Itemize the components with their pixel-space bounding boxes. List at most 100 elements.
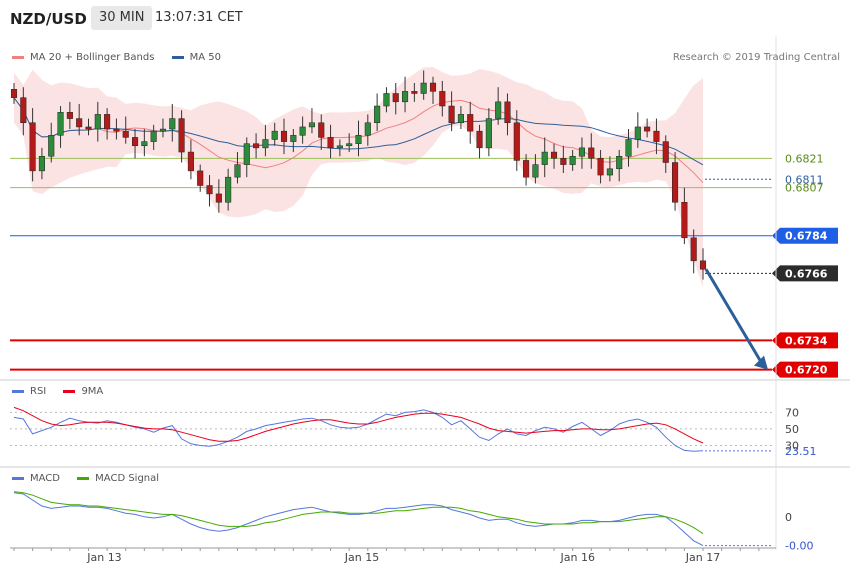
rsi-tick-30: 30 <box>785 439 799 452</box>
timeframe-badge[interactable]: 30 MIN <box>91 6 153 30</box>
candle-body <box>346 143 353 147</box>
legend-swatch <box>12 476 24 480</box>
copyright-label: Research © 2019 Trading Central <box>672 52 840 63</box>
candle-body <box>308 122 315 128</box>
legend-label: MA 50 <box>189 52 221 63</box>
candle-body <box>429 82 437 92</box>
candle-body <box>550 151 558 159</box>
rsi-legend: RSI 9MA <box>12 386 117 397</box>
candle-body <box>504 101 511 124</box>
legend-swatch <box>12 389 24 393</box>
legend-item-rsi: RSI <box>12 386 46 397</box>
candle-body <box>20 97 27 124</box>
candle-body <box>169 118 176 130</box>
legend-swatch <box>12 55 24 59</box>
candle-body <box>597 158 604 176</box>
candle-body <box>271 130 278 140</box>
candle-body <box>355 135 362 144</box>
macd-signal-line <box>13 491 704 535</box>
candle-body <box>523 160 530 178</box>
candle-body <box>560 158 567 165</box>
macd-legend: MACD MACD Signal <box>12 473 173 484</box>
candle-body <box>94 114 101 130</box>
legend-swatch <box>63 389 76 393</box>
rsi-tick-70: 70 <box>785 406 799 419</box>
candle-body <box>299 126 306 136</box>
candle-body <box>672 162 679 203</box>
candle-body <box>225 176 232 203</box>
legend-swatch <box>171 55 184 59</box>
candle-body <box>104 114 111 130</box>
level-label-0.6720: 0.6720 <box>785 364 828 377</box>
candle-body <box>150 130 157 142</box>
candle-body <box>662 141 669 163</box>
candle-body <box>178 118 185 153</box>
candle-body <box>336 145 343 149</box>
rsi-last-value: 23.51 <box>785 445 817 458</box>
candle-body <box>215 193 222 203</box>
legend-label: MACD Signal <box>95 473 160 484</box>
candle-body <box>364 122 371 136</box>
price-legend: MA 20 + Bollinger Bands MA 50 <box>12 52 235 63</box>
candle-body <box>606 168 613 176</box>
candle-body <box>113 128 120 132</box>
candle-body <box>644 126 651 132</box>
candle-body <box>653 130 660 142</box>
candle-body <box>383 93 390 107</box>
legend-label: 9MA <box>81 386 104 397</box>
candle-body <box>197 170 204 186</box>
candle-body <box>76 118 83 128</box>
candle-body <box>141 141 148 147</box>
candle-body <box>616 155 623 170</box>
projection-arrow-shaft <box>704 268 764 365</box>
legend-label: MA 20 + Bollinger Bands <box>30 52 155 63</box>
macd-last-value: -0.00 <box>785 540 813 553</box>
candle-body <box>318 122 325 138</box>
candle-body <box>448 105 455 124</box>
legend-swatch <box>77 476 90 480</box>
level-label-0.6821: 0.6821 <box>785 152 824 165</box>
level-tag-0.6720 <box>772 361 838 378</box>
bollinger-band <box>14 67 703 288</box>
rsi-tick-50: 50 <box>785 423 799 436</box>
candle-body <box>206 185 213 195</box>
candle-body <box>495 101 502 119</box>
legend-item-ma50: MA 50 <box>171 52 221 63</box>
candle-body <box>374 105 381 124</box>
candle-body <box>159 128 167 132</box>
level-tag-0.6784 <box>772 227 838 244</box>
legend-item-macd-signal: MACD Signal <box>77 473 159 484</box>
macd-panel: 0 -0.00 <box>13 491 813 553</box>
candle-body <box>690 237 697 262</box>
x-axis: Jan 13 Jan 15 Jan 16 Jan 17 <box>10 547 776 564</box>
candle-body <box>38 155 45 172</box>
candle-body <box>187 151 194 172</box>
candle-body <box>467 114 474 132</box>
level-tag-0.6766 <box>772 265 838 282</box>
projection-arrow-head <box>754 355 768 370</box>
legend-label: RSI <box>30 386 47 397</box>
x-axis-label: Jan 16 <box>560 551 595 564</box>
candle-body <box>578 147 586 157</box>
clock-time: 13:07:31 CET <box>155 10 243 25</box>
candle-body <box>10 89 18 98</box>
candle-body <box>48 135 55 157</box>
candle-body <box>290 135 297 142</box>
level-label-0.6766: 0.6766 <box>785 267 828 280</box>
candle-body <box>262 139 269 149</box>
candle-body <box>85 126 92 130</box>
candle-body <box>29 122 36 172</box>
legend-item-macd: MACD <box>12 473 60 484</box>
candle-body <box>411 91 418 94</box>
candle-body <box>681 202 688 239</box>
level-label-0.6811: 0.6811 <box>785 173 824 186</box>
candle-body <box>392 93 399 103</box>
x-axis-label: Jan 17 <box>685 551 720 564</box>
candle-body <box>57 112 64 136</box>
candle-body <box>327 137 334 149</box>
candle-body <box>485 118 492 149</box>
candle-body <box>699 260 707 270</box>
candle-body <box>588 147 595 159</box>
